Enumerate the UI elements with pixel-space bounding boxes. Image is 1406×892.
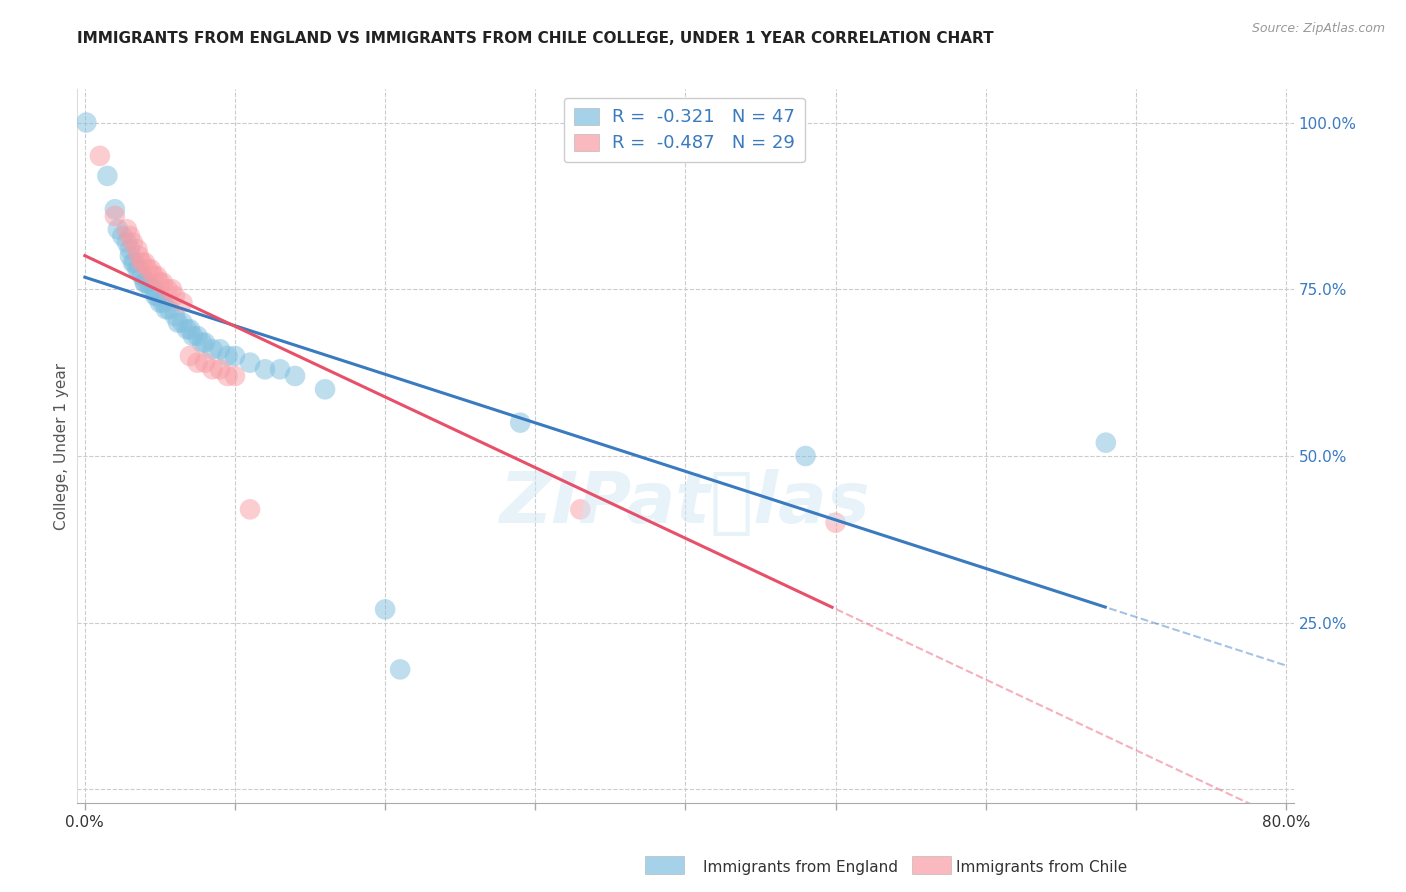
Point [131,268,153,283]
Text: Immigrants from Chile: Immigrants from Chile [956,860,1128,874]
Point [139,282,162,296]
Point [269,362,291,376]
Point [284,368,307,383]
Point [122,235,145,250]
Bar [912,856,952,874]
Point [149,276,172,290]
Point [152,276,174,290]
Text: Source: ZipAtlas.com: Source: ZipAtlas.com [1251,22,1385,36]
Point [134,255,156,269]
Point [128,262,150,277]
Point [224,368,246,383]
Point [172,316,194,330]
Point [149,295,172,310]
Point [111,228,134,243]
Text: IMMIGRANTS FROM ENGLAND VS IMMIGRANTS FROM CHILE COLLEGE, UNDER 1 YEAR CORRELATI: IMMIGRANTS FROM ENGLAND VS IMMIGRANTS FR… [77,31,994,46]
Point [145,289,167,303]
Point [118,242,141,256]
Point [194,335,217,350]
Point [134,276,156,290]
Point [107,222,129,236]
Point [167,316,190,330]
Point [89,149,111,163]
Point [794,449,817,463]
Point [217,349,239,363]
Point [131,255,153,269]
Legend: R =  -0.321   N = 47, R =  -0.487   N = 29: R = -0.321 N = 47, R = -0.487 N = 29 [564,97,804,162]
Point [115,222,138,236]
Point [176,322,198,336]
Point [139,262,162,277]
Point [1095,435,1118,450]
Point [201,343,224,357]
Point [104,202,127,217]
Point [134,276,156,290]
Point [124,255,146,269]
Point [142,268,165,283]
Point [136,262,159,277]
Point [156,282,179,296]
Text: Immigrants from England: Immigrants from England [703,860,898,874]
Point [163,289,186,303]
Point [239,502,262,516]
Point [569,502,592,516]
Point [172,295,194,310]
Point [115,235,138,250]
Point [194,356,217,370]
Point [509,416,531,430]
Point [118,228,141,243]
Point [208,343,231,357]
Point [217,368,239,383]
Text: ZIPat las: ZIPat las [501,468,870,538]
Bar [645,856,685,874]
Point [253,362,276,376]
Point [186,329,208,343]
Point [146,289,169,303]
Point [824,516,846,530]
Point [374,602,396,616]
Point [96,169,118,183]
Point [75,115,97,129]
Point [146,268,169,283]
Point [104,209,127,223]
Point [152,295,174,310]
Point [128,249,150,263]
Point [118,249,141,263]
Point [181,329,204,343]
Point [239,356,262,370]
Point [389,662,412,676]
Point [224,349,246,363]
Point [208,362,231,376]
Point [122,255,145,269]
Point [142,282,165,296]
Point [157,302,180,317]
Point [179,349,201,363]
Y-axis label: College, Under 1 year: College, Under 1 year [53,362,69,530]
Point [160,282,183,296]
Point [201,362,224,376]
Point [314,382,336,396]
Point [127,242,149,256]
Point [163,309,186,323]
Point [191,335,214,350]
Point [179,322,201,336]
Point [186,356,208,370]
Point [155,302,177,317]
Point [127,262,149,277]
Point [136,276,159,290]
